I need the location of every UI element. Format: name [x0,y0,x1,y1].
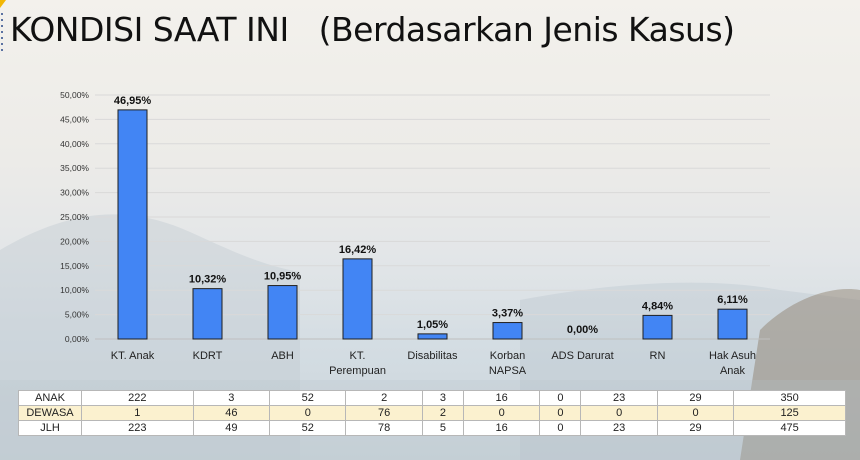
data-label: 6,11% [717,294,748,306]
page-title: KONDISI SAAT INI (Berdasarkan Jenis Kasu… [10,10,735,49]
table-cell: 0 [539,420,582,436]
table-cell: 222 [81,390,194,406]
table-row: JLH 223 49 52 78 5 16 0 23 29 475 [18,420,846,436]
table-cell: 3 [421,390,464,406]
data-label: 0,00% [567,324,598,336]
table-cell: 78 [345,420,423,436]
data-label: 3,37% [492,308,523,320]
table-cell: 125 [733,405,846,421]
bar [342,258,373,340]
table-cell: 0 [539,390,582,406]
table-cell: 49 [192,420,271,436]
table-cell: 29 [656,420,735,436]
data-label: 10,32% [189,274,227,286]
table-cell: 350 [733,390,846,406]
bar [492,322,523,340]
y-tick-label: 50,00% [60,90,89,100]
x-tick-label: KDRT [193,350,223,362]
table-cell: 23 [580,390,658,406]
x-tick-label: ABH [271,350,294,362]
table-cell: 29 [656,390,735,406]
table-cell: 52 [269,390,347,406]
table-cell: 1 [81,405,194,421]
table-cell: 2 [345,390,423,406]
table-cell: 46 [192,405,271,421]
y-tick-label: 10,00% [60,285,89,295]
table-cell: 0 [539,405,582,421]
x-tick-label: KT. Perempuan [329,350,386,377]
case-count-table: ANAK 222 3 52 2 3 16 0 23 29 350 DEWASA 1 46 0 76 2 0 0 0 0 1… [18,390,846,436]
data-label: 16,42% [339,244,377,256]
bar [717,308,748,340]
table-cell: 16 [462,420,541,436]
table-cell: 16 [462,390,541,406]
y-tick-label: 0,00% [65,334,90,344]
bar [417,333,448,340]
table-cell: 0 [462,405,541,421]
x-tick-label: KT. Anak [111,350,155,362]
bar [117,109,148,340]
table-body: ANAK 222 3 52 2 3 16 0 23 29 350 DEWASA 1 46 0 76 2 0 0 0 0 1… [18,390,846,436]
table-cell: 475 [733,420,846,436]
row-label: JLH [18,420,82,436]
table-row: ANAK 222 3 52 2 3 16 0 23 29 350 [18,390,846,406]
data-label: 10,95% [264,271,302,283]
x-tick-label: Disabilitas [407,350,458,362]
bar [192,288,223,340]
table-cell: 0 [580,405,658,421]
y-tick-label: 5,00% [65,310,90,320]
table-cell: 76 [345,405,423,421]
table-cell: 52 [269,420,347,436]
table-row: DEWASA 1 46 0 76 2 0 0 0 0 125 [18,405,846,421]
x-tick-label: Hak Asuh Anak [709,350,756,377]
y-tick-label: 30,00% [60,188,89,198]
y-tick-label: 35,00% [60,163,89,173]
x-tick-label: RN [650,350,666,362]
y-tick-label: 25,00% [60,212,89,222]
row-label: DEWASA [18,405,82,421]
y-tick-label: 45,00% [60,114,89,124]
y-tick-label: 40,00% [60,139,89,149]
bar [642,314,673,340]
data-label: 46,95% [114,95,152,107]
table-cell: 23 [580,420,658,436]
table-cell: 2 [421,405,464,421]
data-label: 1,05% [417,319,448,331]
bar-chart: 0,00% 5,00% 10,00% 15,00% 20,00% 25,00% 30,00%… [60,90,770,377]
row-label: ANAK [18,390,82,406]
table-cell: 3 [192,390,271,406]
x-tick-label: Korban NAPSA [489,350,527,377]
data-label: 4,84% [642,300,673,312]
table-cell: 223 [81,420,194,436]
table-cell: 5 [421,420,464,436]
bar [267,285,298,340]
table-cell: 0 [269,405,347,421]
x-tick-label: ADS Darurat [551,350,613,362]
y-tick-label: 20,00% [60,236,89,246]
y-tick-label: 15,00% [60,261,89,271]
table-cell: 0 [656,405,735,421]
corner-accent-dots [0,0,6,51]
